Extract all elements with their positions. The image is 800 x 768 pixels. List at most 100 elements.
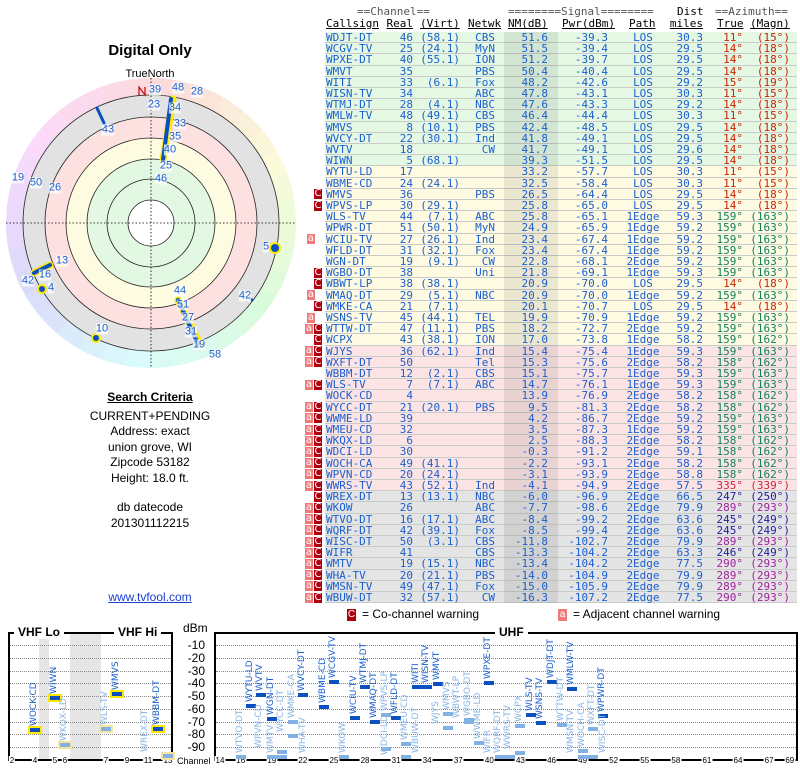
signal-mark[interactable] — [577, 755, 588, 759]
signal-mark[interactable] — [380, 746, 391, 751]
callsign[interactable]: WISC-DT — [326, 535, 373, 548]
callsign[interactable]: WREX-DT — [326, 490, 373, 504]
signal-mark[interactable] — [287, 733, 298, 738]
callsign[interactable]: WLS-TV — [326, 378, 366, 392]
table-row[interactable]: WFLD-DT 31 (32.1) Fox 23.4 -67.4 1Edge 5… — [305, 245, 797, 256]
tvfool-link[interactable]: www.tvfool.com — [108, 590, 192, 604]
table-row[interactable]: WMVT 35 PBS 50.4 -40.4 LOS 29.5 14° (18°… — [305, 64, 797, 78]
signal-mark[interactable] — [246, 703, 257, 708]
signal-mark[interactable] — [256, 692, 267, 697]
signal-mark[interactable] — [328, 680, 339, 685]
signal-mark[interactable] — [349, 716, 360, 721]
table-row[interactable]: a C WOCH-CA 49 (41.1) -2.2 -93.1 2Edge 58.… — [305, 456, 797, 470]
signal-mark[interactable] — [587, 726, 598, 731]
callsign[interactable]: WBWT-LP — [326, 277, 373, 291]
callsign[interactable]: WFLD-DT — [326, 243, 373, 257]
table-row[interactable]: WIWN 5 (68.1) 39.3 -51.5 LOS 29.5 14° (1… — [305, 155, 797, 166]
callsign[interactable]: WGBO-DT — [326, 266, 373, 280]
table-row[interactable]: C WMVS 36 PBS 26.5 -64.4 LOS 29.5 14° (18… — [305, 189, 797, 200]
table-row[interactable]: WYTU-LD 17 33.2 -57.7 LOS 30.3 11° (15°) — [305, 166, 797, 178]
signal-mark[interactable] — [474, 740, 484, 745]
table-row[interactable]: WGN-DT 19 (9.1) CW 22.8 -68.1 2Edge 59.2… — [305, 256, 797, 267]
signal-mark[interactable] — [442, 726, 453, 731]
table-row[interactable]: WITI 33 (6.1) Fox 48.2 -42.6 LOS 29.2 15… — [305, 77, 797, 88]
signal-mark[interactable] — [515, 724, 526, 729]
signal-mark[interactable] — [370, 719, 381, 724]
callsign[interactable]: WSNS-TV — [326, 311, 373, 324]
signal-mark[interactable] — [577, 748, 588, 753]
table-row[interactable]: a C WMSN-TV 49 (47.1) Fox -15.0 -105.9 2Ed… — [305, 581, 797, 592]
signal-mark[interactable] — [30, 728, 40, 733]
signal-mark[interactable] — [101, 727, 111, 732]
signal-mark[interactable] — [266, 717, 277, 722]
callsign[interactable]: WXFT-DT — [326, 355, 373, 369]
signal-mark[interactable] — [287, 720, 298, 725]
table-row[interactable]: a C WHA-TV 20 (21.1) PBS -14.0 -104.9 2Edg… — [305, 568, 797, 582]
callsign[interactable]: WTMJ-DT — [326, 98, 373, 112]
callsign[interactable]: WQRF-DT — [326, 523, 373, 537]
callsign[interactable]: WDCI-LD — [326, 445, 373, 459]
callsign[interactable]: WITI — [326, 75, 353, 89]
signal-mark[interactable] — [50, 695, 60, 700]
table-row[interactable]: a C WQRF-DT 42 (39.1) Fox -8.5 -99.4 2Edge… — [305, 525, 797, 536]
table-row[interactable]: WVTV 18 CW 41.7 -49.1 LOS 29.6 14° (18°) — [305, 144, 797, 155]
callsign[interactable]: WVTV — [326, 143, 353, 156]
callsign[interactable]: WPWR-DT — [326, 221, 373, 235]
table-row[interactable]: C WREX-DT 13 (13.1) NBC -6.0 -96.9 2Edge … — [305, 491, 797, 502]
table-row[interactable]: a C WMEU-CD 32 3.5 -87.3 1Edge 59.2 159° (… — [305, 424, 797, 435]
callsign[interactable]: WISN-TV — [326, 87, 373, 100]
callsign[interactable]: WMTV — [326, 557, 353, 571]
callsign[interactable]: WMSN-TV — [326, 579, 373, 593]
table-row[interactable]: WOCK-CD 4 13.9 -76.9 2Edge 58.2 158° (16… — [305, 390, 797, 402]
signal-mark[interactable] — [391, 716, 402, 721]
callsign[interactable]: WLS-TV — [326, 210, 366, 224]
callsign[interactable]: WMKE-CA — [326, 299, 373, 313]
table-row[interactable]: WCGV-TV 25 (24.1) MyN 51.5 -39.4 LOS 29.… — [305, 43, 797, 54]
signal-mark[interactable] — [318, 704, 329, 709]
table-row[interactable]: WBME-CD 24 (24.1) 32.5 -58.4 LOS 30.3 11… — [305, 176, 797, 190]
signal-mark[interactable] — [112, 692, 122, 697]
callsign[interactable]: WCGV-TV — [326, 42, 373, 56]
callsign[interactable]: WHA-TV — [326, 568, 366, 582]
callsign[interactable]: WMAQ-DT — [326, 288, 373, 302]
signal-mark[interactable] — [505, 755, 516, 759]
callsign[interactable]: WYCC-DT — [326, 400, 373, 414]
signal-mark[interactable] — [360, 685, 371, 690]
signal-mark[interactable] — [546, 680, 557, 685]
table-row[interactable]: a WMAQ-DT 29 (5.1) NBC 20.9 -70.0 1Edge 5… — [305, 288, 797, 302]
signal-mark[interactable] — [432, 681, 443, 686]
signal-mark[interactable] — [277, 755, 288, 759]
callsign[interactable]: WBUW-DT — [326, 591, 373, 604]
callsign[interactable]: WIFR — [326, 546, 353, 560]
signal-mark[interactable] — [525, 713, 536, 718]
table-row[interactable]: WMLW-TV 48 (49.1) CBS 46.4 -44.4 LOS 30.… — [305, 110, 797, 122]
signal-mark[interactable] — [411, 684, 422, 689]
callsign[interactable]: WWME-LD — [326, 411, 373, 425]
callsign[interactable]: WWRS-TV — [326, 479, 373, 492]
callsign[interactable]: WJYS — [326, 344, 353, 358]
table-row[interactable]: WISN-TV 34 ABC 47.8 -43.1 LOS 30.3 11° (… — [305, 88, 797, 99]
callsign[interactable]: WPVS-LP — [326, 199, 373, 212]
table-row[interactable]: WPXE-DT 40 (55.1) ION 51.2 -39.7 LOS 29.… — [305, 54, 797, 66]
signal-mark[interactable] — [484, 680, 495, 685]
table-row[interactable]: a C WIFR 41 CBS -13.3 -104.2 2Edge 63.3 24… — [305, 547, 797, 558]
signal-mark[interactable] — [266, 755, 277, 759]
callsign[interactable]: WBME-CD — [326, 176, 373, 190]
callsign[interactable]: WMVT — [326, 64, 353, 78]
table-row[interactable]: a C WWME-LD 39 4.2 -86.7 2Edge 59.2 159° (… — [305, 413, 797, 424]
callsign[interactable]: WMVS — [326, 187, 353, 201]
callsign[interactable]: WMVS — [326, 120, 353, 134]
signal-mark[interactable] — [297, 692, 308, 697]
table-row[interactable]: a C WYCC-DT 21 (20.1) PBS 9.5 -81.3 2Edge … — [305, 400, 797, 414]
table-row[interactable]: WBBM-DT 12 (2.1) CBS 15.1 -75.7 1Edge 59… — [305, 368, 797, 379]
callsign[interactable]: WPVN-CD — [326, 467, 373, 481]
table-row[interactable]: WVCY-DT 22 (30.1) Ind 41.8 -49.1 LOS 29.… — [305, 133, 797, 144]
callsign[interactable]: WOCH-CA — [326, 456, 373, 470]
table-row[interactable]: a C WLS-TV 7 (7.1) ABC 14.7 -76.1 1Edge 59… — [305, 379, 797, 390]
table-row[interactable]: a C WKQX-LD 6 2.5 -88.3 2Edge 58.2 158° (1… — [305, 435, 797, 446]
table-row[interactable]: a C WPVN-CD 20 (24.1) -3.1 -93.9 2Edge 58.… — [305, 469, 797, 480]
table-row[interactable]: a C WWRS-TV 43 (52.1) Ind -4.1 -94.9 2Edge… — [305, 480, 797, 491]
callsign[interactable]: WIWN — [326, 154, 353, 168]
table-row[interactable]: C WPVS-LP 30 (29.1) 25.8 -65.0 LOS 29.5 1… — [305, 200, 797, 211]
signal-mark[interactable] — [556, 722, 567, 727]
